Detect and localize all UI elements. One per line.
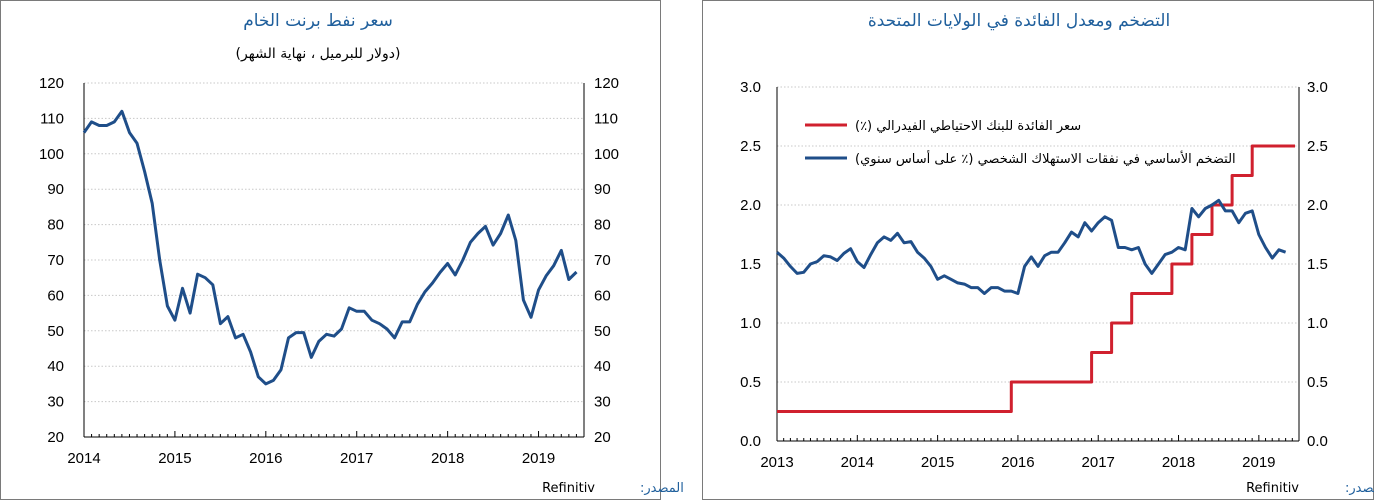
- y-tick-label: 2.5: [740, 138, 761, 155]
- x-tick-label: 2014: [841, 454, 874, 471]
- brent-oil-chart: سعر نفط برنت الخام (دولار للبرميل ، نهاي…: [39, 11, 684, 496]
- source-value: Refinitiv: [542, 481, 595, 496]
- brent-oil-chart-panel: سعر نفط برنت الخام (دولار للبرميل ، نهاي…: [0, 0, 684, 500]
- x-tick-label: 2017: [1082, 454, 1115, 471]
- x-tick-label: 2016: [249, 450, 282, 467]
- y-tick-label: 120: [39, 75, 64, 92]
- y-tick-label: 60: [47, 287, 64, 304]
- y-tick-label-right: 50: [594, 323, 611, 340]
- y-tick-label-right: 0.0: [1307, 433, 1328, 450]
- y-tick-label-right: 20: [594, 429, 611, 446]
- y-tick-label-right: 2.5: [1307, 138, 1328, 155]
- y-tick-label: 90: [47, 181, 64, 198]
- y-tick-label: 110: [40, 110, 64, 127]
- series-line-0: [777, 144, 1295, 413]
- y-tick-label-right: 3.0: [1307, 79, 1328, 96]
- plot-area: 20 20 30 30 40 40 50 50 60 60 70 70 80 80 90 90 100 100 11…: [39, 75, 619, 467]
- inflation-rate-chart-panel: التضخم ومعدل الفائدة في الولايات المتحدة…: [702, 0, 1374, 500]
- x-tick-label: 2018: [1162, 454, 1195, 471]
- x-tick-label: 2015: [921, 454, 954, 471]
- legend: سعر الفائدة للبنك الاحتياطي الفيدرالي (٪…: [805, 119, 1236, 167]
- x-tick-label: 2019: [1242, 454, 1275, 471]
- y-tick-label-right: 120: [594, 75, 619, 92]
- y-tick-label: 80: [47, 217, 64, 234]
- x-tick-label: 2017: [340, 450, 373, 467]
- series-line-1: [776, 198, 1287, 295]
- y-tick-label: 100: [39, 146, 64, 163]
- x-tick-label: 2015: [158, 450, 191, 467]
- chart-title: سعر نفط برنت الخام: [243, 11, 393, 31]
- y-tick-label-right: 40: [594, 358, 611, 375]
- y-tick-label-right: 2.0: [1307, 197, 1328, 214]
- y-tick-label: 40: [47, 358, 64, 375]
- legend-label-core-pce: التضخم الأساسي في نفقات الاستهلاك الشخصي…: [855, 150, 1236, 167]
- y-tick-label-right: 90: [594, 181, 611, 198]
- legend-label-fed-rate: سعر الفائدة للبنك الاحتياطي الفيدرالي (٪…: [855, 119, 1081, 134]
- y-tick-label-right: 1.5: [1307, 256, 1328, 273]
- chart-subtitle: (دولار للبرميل ، نهاية الشهر): [236, 46, 401, 62]
- y-tick-label: 50: [47, 323, 64, 340]
- inflation-rate-chart: التضخم ومعدل الفائدة في الولايات المتحدة…: [740, 11, 1374, 496]
- y-tick-label-right: 30: [594, 394, 611, 411]
- y-tick-label: 1.0: [740, 315, 761, 332]
- x-tick-label: 2018: [431, 450, 464, 467]
- series-line-0: [82, 109, 578, 386]
- y-tick-label: 3.0: [740, 79, 761, 96]
- chart-title: التضخم ومعدل الفائدة في الولايات المتحدة: [868, 11, 1170, 31]
- y-tick-label: 0.5: [740, 374, 761, 391]
- y-tick-label: 70: [47, 252, 64, 269]
- y-tick-label-right: 70: [594, 252, 611, 269]
- y-tick-label-right: 60: [594, 287, 611, 304]
- y-tick-label-right: 110: [594, 110, 618, 127]
- x-tick-label: 2016: [1001, 454, 1034, 471]
- source-label: المصدر:: [1345, 481, 1374, 496]
- y-tick-label: 1.5: [740, 256, 761, 273]
- x-tick-label: 2013: [760, 454, 793, 471]
- y-tick-label-right: 1.0: [1307, 315, 1328, 332]
- y-tick-label: 2.0: [740, 197, 761, 214]
- y-tick-label-right: 100: [594, 146, 619, 163]
- x-tick-label: 2014: [67, 450, 100, 467]
- y-tick-label-right: 80: [594, 217, 611, 234]
- plot-area: 0.0 0.0 0.5 0.5 1.0 1.0 1.5 1.5 2.0 2.0 2.5 2.5 3.0 3…: [740, 79, 1328, 471]
- y-tick-label: 20: [47, 429, 64, 446]
- source-label: المصدر:: [640, 481, 684, 496]
- x-tick-label: 2019: [522, 450, 555, 467]
- source-value: Refinitiv: [1246, 481, 1299, 496]
- y-tick-label: 30: [47, 394, 64, 411]
- y-tick-label: 0.0: [740, 433, 761, 450]
- y-tick-label-right: 0.5: [1307, 374, 1328, 391]
